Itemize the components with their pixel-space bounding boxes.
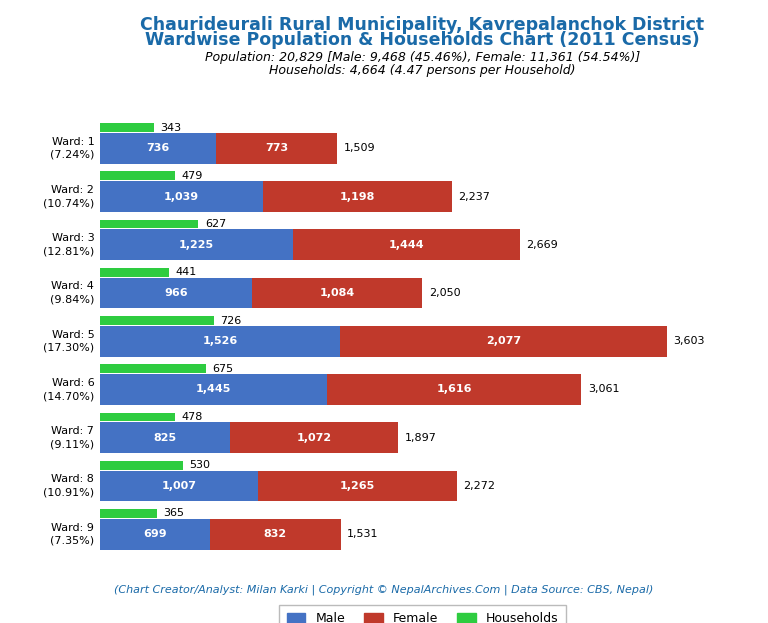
Text: 1,531: 1,531: [347, 529, 379, 539]
Text: 825: 825: [153, 433, 177, 443]
Text: 2,077: 2,077: [486, 336, 521, 346]
Text: 365: 365: [164, 508, 184, 518]
Text: 441: 441: [176, 267, 197, 277]
Bar: [100, 133, 216, 164]
Text: 1,039: 1,039: [164, 191, 199, 202]
Bar: [230, 422, 399, 453]
Text: Population: 20,829 [Male: 9,468 (45.46%), Female: 11,361 (54.54%)]: Population: 20,829 [Male: 9,468 (45.46%)…: [205, 51, 640, 64]
Bar: [100, 326, 340, 357]
Text: 627: 627: [205, 219, 226, 229]
Bar: [100, 171, 175, 180]
Bar: [252, 278, 422, 308]
Bar: [340, 326, 667, 357]
Text: 3,603: 3,603: [673, 336, 704, 346]
Bar: [210, 519, 341, 549]
Bar: [100, 461, 184, 470]
Text: 2,669: 2,669: [526, 240, 558, 250]
Text: 2,237: 2,237: [458, 191, 490, 202]
Text: 1,444: 1,444: [389, 240, 424, 250]
Bar: [100, 229, 293, 260]
Text: 530: 530: [190, 460, 210, 470]
Text: 2,272: 2,272: [464, 481, 495, 491]
Bar: [100, 509, 157, 518]
Text: 726: 726: [220, 315, 242, 325]
Text: 1,072: 1,072: [296, 433, 332, 443]
Text: (Chart Creator/Analyst: Milan Karki | Copyright © NepalArchives.Com | Data Sourc: (Chart Creator/Analyst: Milan Karki | Co…: [114, 584, 654, 595]
Bar: [100, 278, 252, 308]
Text: Chaurideurali Rural Municipality, Kavrepalanchok District: Chaurideurali Rural Municipality, Kavrep…: [141, 16, 704, 34]
Text: 1,265: 1,265: [340, 481, 376, 491]
Text: 343: 343: [160, 123, 181, 133]
Text: 3,061: 3,061: [588, 384, 619, 394]
Bar: [100, 220, 198, 229]
Legend: Male, Female, Households: Male, Female, Households: [279, 605, 566, 623]
Bar: [100, 316, 214, 325]
Text: Households: 4,664 (4.47 persons per Household): Households: 4,664 (4.47 persons per Hous…: [269, 64, 576, 77]
Bar: [216, 133, 337, 164]
Text: 2,050: 2,050: [429, 288, 460, 298]
Text: 773: 773: [265, 143, 288, 153]
Bar: [293, 229, 520, 260]
Text: 1,225: 1,225: [179, 240, 214, 250]
Bar: [100, 422, 230, 453]
Text: 1,897: 1,897: [405, 433, 436, 443]
Bar: [258, 470, 457, 502]
Text: 478: 478: [181, 412, 203, 422]
Bar: [100, 268, 169, 277]
Text: 479: 479: [181, 171, 203, 181]
Bar: [100, 123, 154, 132]
Text: 699: 699: [143, 529, 167, 539]
Text: 1,616: 1,616: [436, 384, 472, 394]
Text: Wardwise Population & Households Chart (2011 Census): Wardwise Population & Households Chart (…: [145, 31, 700, 49]
Text: 1,509: 1,509: [343, 143, 376, 153]
Text: 1,198: 1,198: [340, 191, 376, 202]
Bar: [100, 364, 206, 373]
Text: 1,445: 1,445: [196, 384, 231, 394]
Bar: [100, 374, 327, 405]
Text: 1,526: 1,526: [202, 336, 237, 346]
Text: 675: 675: [212, 364, 233, 374]
Text: 1,084: 1,084: [319, 288, 355, 298]
Bar: [100, 519, 210, 549]
Text: 966: 966: [164, 288, 187, 298]
Bar: [100, 470, 258, 502]
Bar: [327, 374, 581, 405]
Text: 832: 832: [263, 529, 286, 539]
Text: 1,007: 1,007: [161, 481, 197, 491]
Bar: [100, 412, 175, 421]
Bar: [100, 181, 263, 212]
Text: 736: 736: [146, 143, 170, 153]
Bar: [263, 181, 452, 212]
